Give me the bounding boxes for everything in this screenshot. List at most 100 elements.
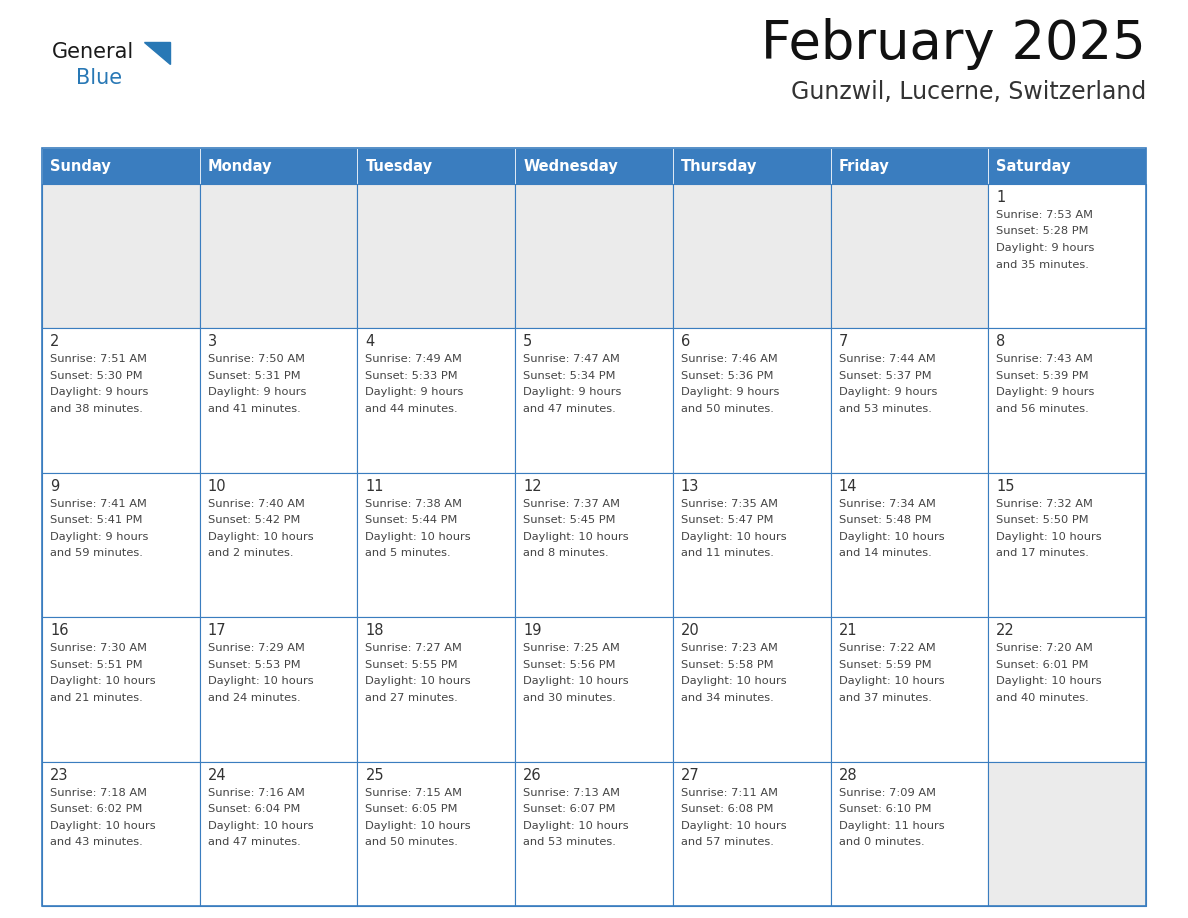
Text: Sunset: 6:07 PM: Sunset: 6:07 PM	[523, 804, 615, 814]
Text: Sunrise: 7:25 AM: Sunrise: 7:25 AM	[523, 644, 620, 654]
Bar	[516, 329, 672, 473]
Text: 2: 2	[50, 334, 59, 350]
Text: General: General	[52, 42, 134, 62]
Bar	[830, 329, 988, 473]
Text: and 24 minutes.: and 24 minutes.	[208, 693, 301, 702]
Text: 28: 28	[839, 767, 858, 783]
Bar	[42, 184, 200, 329]
Text: Sunset: 5:31 PM: Sunset: 5:31 PM	[208, 371, 301, 381]
Bar	[516, 184, 672, 329]
Bar	[988, 184, 1146, 329]
Polygon shape	[144, 42, 170, 64]
Text: Sunrise: 7:11 AM: Sunrise: 7:11 AM	[681, 788, 778, 798]
Text: Sunrise: 7:50 AM: Sunrise: 7:50 AM	[208, 354, 304, 364]
Bar	[42, 148, 200, 184]
Text: 7: 7	[839, 334, 848, 350]
Text: 14: 14	[839, 479, 857, 494]
Text: Sunset: 6:04 PM: Sunset: 6:04 PM	[208, 804, 301, 814]
Text: 16: 16	[50, 623, 69, 638]
Text: Daylight: 10 hours: Daylight: 10 hours	[366, 532, 472, 542]
Text: Sunset: 6:01 PM: Sunset: 6:01 PM	[997, 660, 1088, 670]
Bar	[988, 148, 1146, 184]
Text: and 21 minutes.: and 21 minutes.	[50, 693, 143, 702]
Text: Daylight: 10 hours: Daylight: 10 hours	[523, 677, 628, 686]
Text: Daylight: 10 hours: Daylight: 10 hours	[839, 532, 944, 542]
Text: Thursday: Thursday	[681, 159, 757, 174]
Text: Sunrise: 7:53 AM: Sunrise: 7:53 AM	[997, 210, 1093, 220]
Text: and 27 minutes.: and 27 minutes.	[366, 693, 459, 702]
Text: Sunset: 5:36 PM: Sunset: 5:36 PM	[681, 371, 773, 381]
Text: 18: 18	[366, 623, 384, 638]
Text: Daylight: 9 hours: Daylight: 9 hours	[523, 387, 621, 397]
Text: 27: 27	[681, 767, 700, 783]
Text: and 8 minutes.: and 8 minutes.	[523, 548, 608, 558]
Bar	[672, 762, 830, 906]
Text: Daylight: 9 hours: Daylight: 9 hours	[997, 243, 1094, 253]
Text: Daylight: 10 hours: Daylight: 10 hours	[50, 677, 156, 686]
Text: Daylight: 11 hours: Daylight: 11 hours	[839, 821, 944, 831]
Text: and 11 minutes.: and 11 minutes.	[681, 548, 773, 558]
Text: Daylight: 10 hours: Daylight: 10 hours	[681, 821, 786, 831]
Text: Sunrise: 7:40 AM: Sunrise: 7:40 AM	[208, 498, 304, 509]
Text: Wednesday: Wednesday	[523, 159, 618, 174]
Text: and 43 minutes.: and 43 minutes.	[50, 837, 143, 847]
Text: Daylight: 10 hours: Daylight: 10 hours	[208, 532, 314, 542]
Text: 8: 8	[997, 334, 1005, 350]
Text: Sunset: 5:30 PM: Sunset: 5:30 PM	[50, 371, 143, 381]
Text: and 53 minutes.: and 53 minutes.	[523, 837, 617, 847]
Text: and 53 minutes.: and 53 minutes.	[839, 404, 931, 414]
Text: and 40 minutes.: and 40 minutes.	[997, 693, 1089, 702]
Text: February 2025: February 2025	[762, 18, 1146, 70]
Text: Sunset: 5:55 PM: Sunset: 5:55 PM	[366, 660, 459, 670]
Text: Daylight: 10 hours: Daylight: 10 hours	[997, 677, 1102, 686]
Bar	[200, 617, 358, 762]
Text: Monday: Monday	[208, 159, 272, 174]
Text: Sunset: 5:34 PM: Sunset: 5:34 PM	[523, 371, 615, 381]
Bar	[672, 148, 830, 184]
Text: Sunset: 5:45 PM: Sunset: 5:45 PM	[523, 515, 615, 525]
Text: and 0 minutes.: and 0 minutes.	[839, 837, 924, 847]
Bar	[358, 148, 516, 184]
Text: Daylight: 9 hours: Daylight: 9 hours	[50, 387, 148, 397]
Text: 12: 12	[523, 479, 542, 494]
Bar	[988, 762, 1146, 906]
Text: Sunrise: 7:49 AM: Sunrise: 7:49 AM	[366, 354, 462, 364]
Text: Sunrise: 7:44 AM: Sunrise: 7:44 AM	[839, 354, 935, 364]
Text: 19: 19	[523, 623, 542, 638]
Text: Sunrise: 7:15 AM: Sunrise: 7:15 AM	[366, 788, 462, 798]
Text: Sunrise: 7:46 AM: Sunrise: 7:46 AM	[681, 354, 778, 364]
Text: and 30 minutes.: and 30 minutes.	[523, 693, 617, 702]
Text: 15: 15	[997, 479, 1015, 494]
Text: Sunset: 5:50 PM: Sunset: 5:50 PM	[997, 515, 1089, 525]
Bar	[516, 473, 672, 617]
Text: Sunrise: 7:51 AM: Sunrise: 7:51 AM	[50, 354, 147, 364]
Bar	[672, 329, 830, 473]
Text: 11: 11	[366, 479, 384, 494]
Text: Sunrise: 7:27 AM: Sunrise: 7:27 AM	[366, 644, 462, 654]
Text: Sunset: 5:44 PM: Sunset: 5:44 PM	[366, 515, 457, 525]
Text: Daylight: 9 hours: Daylight: 9 hours	[681, 387, 779, 397]
Text: and 47 minutes.: and 47 minutes.	[208, 837, 301, 847]
Text: 5: 5	[523, 334, 532, 350]
Text: Sunset: 5:33 PM: Sunset: 5:33 PM	[366, 371, 459, 381]
Text: Sunrise: 7:22 AM: Sunrise: 7:22 AM	[839, 644, 935, 654]
Text: Friday: Friday	[839, 159, 890, 174]
Bar	[516, 148, 672, 184]
Text: Sunrise: 7:23 AM: Sunrise: 7:23 AM	[681, 644, 778, 654]
Text: Gunzwil, Lucerne, Switzerland: Gunzwil, Lucerne, Switzerland	[791, 80, 1146, 104]
Text: 3: 3	[208, 334, 217, 350]
Bar	[988, 617, 1146, 762]
Text: Sunrise: 7:37 AM: Sunrise: 7:37 AM	[523, 498, 620, 509]
Text: Saturday: Saturday	[997, 159, 1070, 174]
Bar	[358, 617, 516, 762]
Bar	[358, 184, 516, 329]
Text: 22: 22	[997, 623, 1015, 638]
Text: and 57 minutes.: and 57 minutes.	[681, 837, 773, 847]
Text: Sunrise: 7:13 AM: Sunrise: 7:13 AM	[523, 788, 620, 798]
Text: Sunset: 5:28 PM: Sunset: 5:28 PM	[997, 227, 1088, 237]
Bar	[42, 148, 1146, 906]
Text: 26: 26	[523, 767, 542, 783]
Text: Sunrise: 7:16 AM: Sunrise: 7:16 AM	[208, 788, 304, 798]
Text: Sunset: 6:08 PM: Sunset: 6:08 PM	[681, 804, 773, 814]
Text: Sunset: 5:37 PM: Sunset: 5:37 PM	[839, 371, 931, 381]
